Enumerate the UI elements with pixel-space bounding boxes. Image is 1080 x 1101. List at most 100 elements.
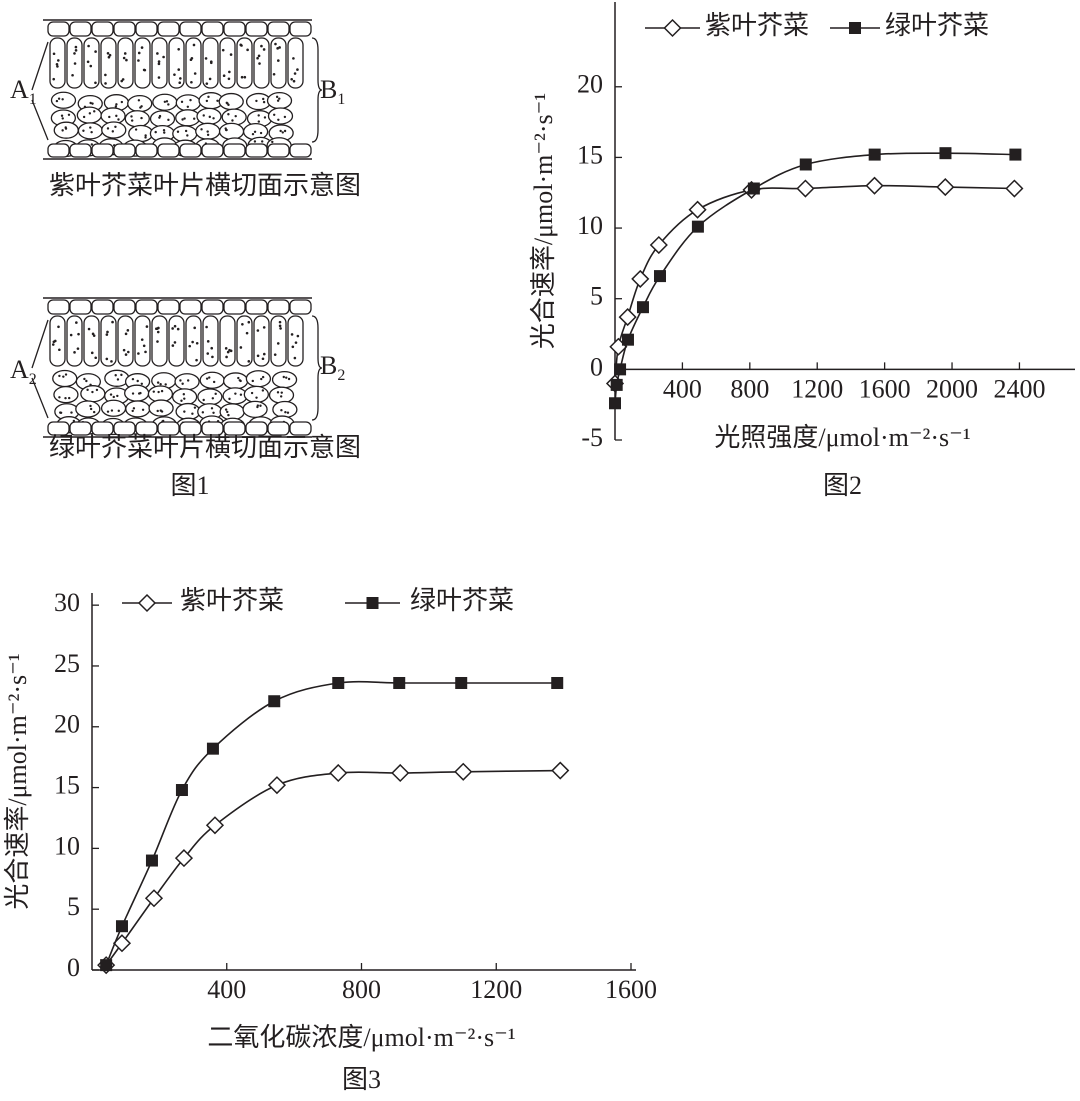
chloroplast [64,373,68,376]
chloroplast [205,325,208,329]
chloroplast [85,379,88,383]
chart-caption: 图2 [823,471,862,500]
spongy-cell [245,370,272,388]
chloroplast [256,56,259,60]
chloroplast [176,130,180,133]
spongy-cell [268,386,295,404]
marker-square [614,363,627,376]
x-tick-label: 400 [663,374,702,403]
chloroplast [75,321,78,324]
chloroplast [189,58,193,62]
bracket-b [311,37,323,143]
spongy-cell [128,124,154,143]
spongy-cell [104,369,130,387]
series-line [105,680,558,966]
palisade-cell [219,315,236,367]
chloroplast [110,360,113,363]
chloroplast [52,77,56,81]
chloroplast [56,65,59,68]
chloroplast [73,52,76,55]
x-tick-label: 1200 [791,374,843,403]
chloroplast [224,347,228,350]
chloroplast [280,409,283,412]
palisade-cell [49,315,66,367]
y-axis-label: 光合速率/μmol·m⁻²·s⁻¹ [529,93,558,349]
x-tick-label: 2000 [926,374,978,403]
marker-diamond [865,176,884,195]
epidermis-cell [47,143,70,158]
epidermis-cell [289,143,312,158]
palisade-cell [151,315,168,367]
label-letter: B [320,351,337,380]
chloroplast [104,73,107,77]
chloroplast [126,350,130,354]
epidermis-cell [179,143,202,158]
chloroplast [228,348,231,352]
chloroplast [107,55,111,59]
chloroplast [117,118,120,121]
chloroplast [156,381,160,384]
chloroplast [144,136,147,139]
legend-label: 绿叶芥菜 [410,586,514,615]
chloroplast [222,74,226,78]
chloroplast [86,388,89,392]
label-sub: 1 [29,91,37,108]
chart: -5 0 5 10 15 20 400 800 1200 1600 2000 2400 光合速率/μmo… [529,2,1075,500]
chloroplast [137,352,140,355]
spongy-cell [76,106,102,124]
epidermis-cell [135,21,158,37]
spongy-cell [124,110,150,128]
spongy-cell [53,385,79,404]
chloroplast [110,409,114,412]
chloroplast [258,62,261,65]
chloroplast [179,379,182,382]
chloroplast [145,325,149,328]
legend-marker [366,597,379,609]
epidermis-cell [91,299,114,315]
palisade-cell [83,315,100,367]
chloroplast [82,129,85,132]
spongy-cell [222,387,248,405]
chloroplast [262,326,266,329]
chloroplast [207,95,210,99]
chloroplast [275,95,279,99]
chloroplast [89,126,92,129]
chloroplast [278,324,282,328]
chloroplast [162,55,165,59]
chloroplast [73,62,77,65]
chloroplast [51,343,55,346]
chloroplast [181,382,184,385]
x-tick-label: 1600 [605,975,657,1004]
chloroplast [287,377,291,381]
spongy-cell [75,400,101,418]
chloroplast [106,330,109,334]
chloroplast [201,411,205,414]
epidermis-cell [245,421,268,436]
chloroplast [157,62,161,66]
chloroplast [140,382,143,385]
epidermis-cell [91,143,114,158]
chloroplast [190,80,193,84]
chloroplast [225,355,228,359]
chloroplast [271,140,274,144]
spongy-cell [148,399,174,417]
spongy-cell [50,91,77,109]
chloroplast [211,397,215,400]
epidermis-cell [223,299,246,315]
spongy-cell [197,388,223,406]
chloroplast [239,346,243,349]
chloroplast [114,374,117,377]
chloroplast [162,128,166,132]
chloroplast [262,97,265,101]
chloroplast [292,57,295,60]
spongy-cell [272,400,298,419]
epidermis-cell [69,143,92,158]
epidermis-cell [135,299,158,315]
chloroplast [224,128,228,132]
label-sub: 2 [29,371,37,388]
palisade-cell [236,37,253,89]
label-a1: A1 [10,75,37,108]
chloroplast [142,68,146,72]
chloroplast [284,411,287,414]
chloroplast [61,129,64,132]
